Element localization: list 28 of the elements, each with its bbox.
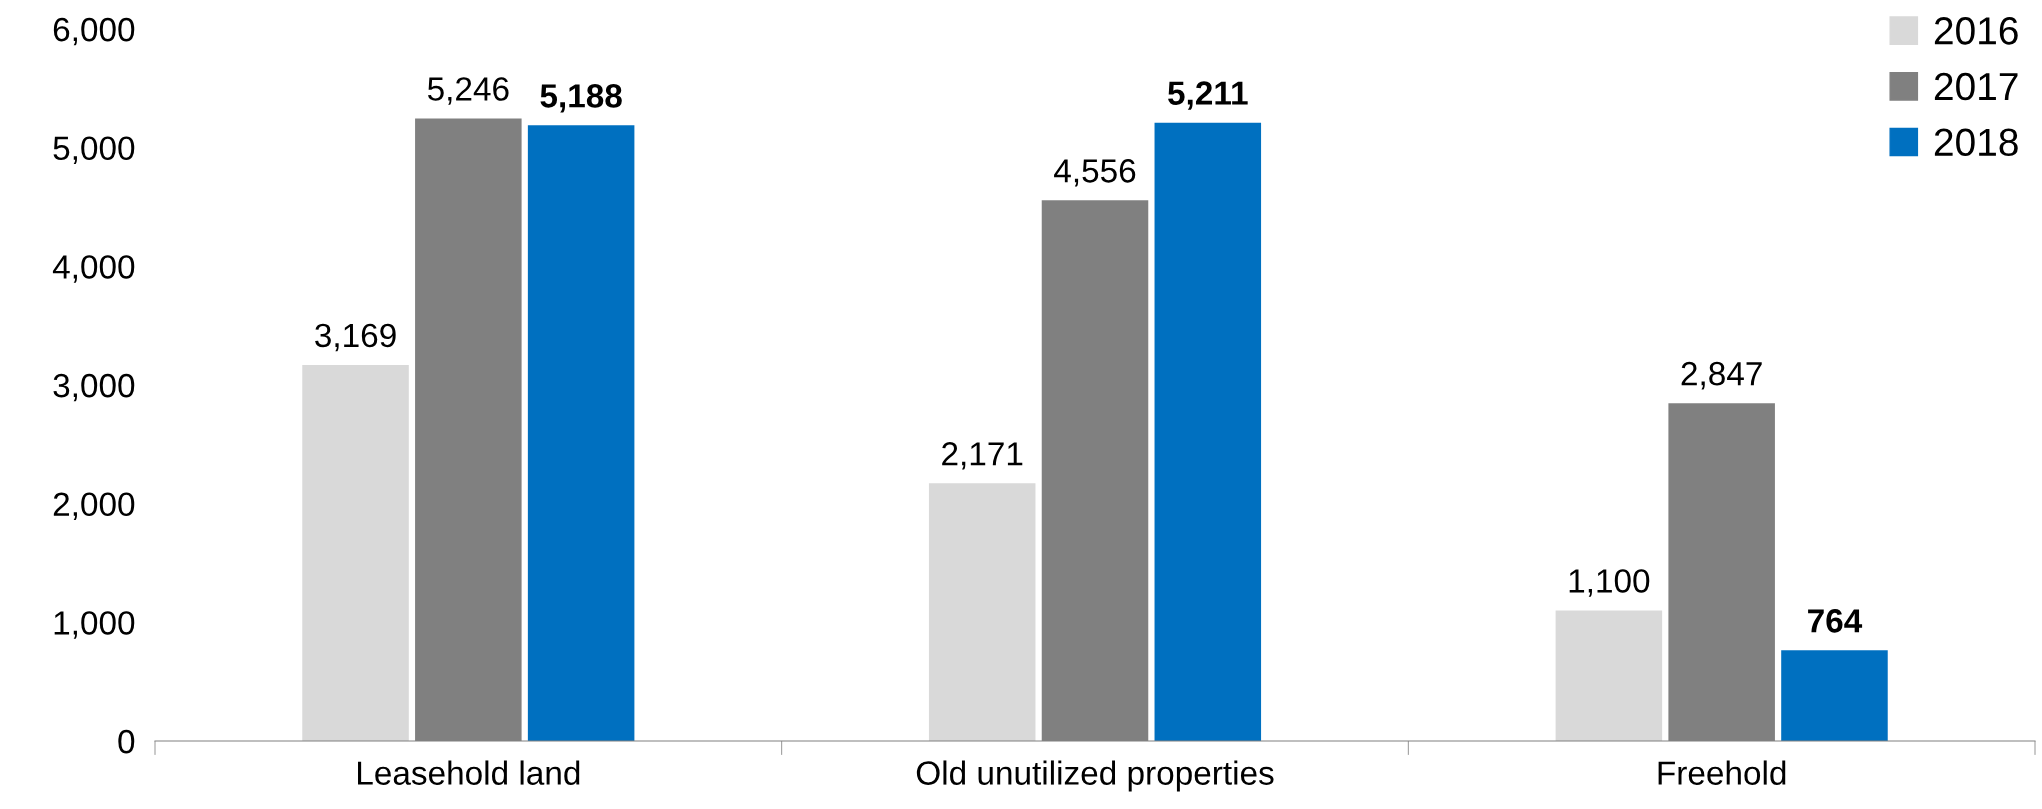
legend-label: 2017 <box>1934 72 2018 101</box>
bar <box>302 364 409 741</box>
data-label: 4,556 <box>1054 159 1136 187</box>
data-label: 1,100 <box>1569 569 1650 597</box>
y-tick-label: 2,000 <box>53 492 135 521</box>
bar <box>928 483 1036 741</box>
data-label: 2,171 <box>942 442 1023 470</box>
legend-label: 2018 <box>1934 128 2018 157</box>
y-tick-label: 4,000 <box>52 255 135 283</box>
y-tick-label: 1,000 <box>54 611 135 639</box>
x-tick-label: Leasehold land <box>358 760 580 785</box>
y-tick-label: 5,000 <box>53 136 135 165</box>
legend-label: 2016 <box>1934 17 2018 45</box>
data-label: 5,188 <box>540 84 622 113</box>
y-tick-label: 6,000 <box>53 17 135 46</box>
y-tick-label: 3,000 <box>53 373 135 402</box>
data-label: 5,211 <box>1168 81 1248 110</box>
bar <box>1154 122 1262 741</box>
y-tick-label: 0 <box>118 729 135 754</box>
data-label: 5,246 <box>427 77 509 105</box>
bar <box>1781 650 1888 741</box>
data-label: 764 <box>1808 609 1863 633</box>
bar <box>1555 610 1663 741</box>
x-tick-label: Freehold <box>1658 760 1786 785</box>
data-label: 3,169 <box>315 323 396 352</box>
x-tick-label: Old unutilized properties <box>916 760 1274 792</box>
bar <box>527 125 635 741</box>
data-label: 2,847 <box>1681 361 1762 390</box>
